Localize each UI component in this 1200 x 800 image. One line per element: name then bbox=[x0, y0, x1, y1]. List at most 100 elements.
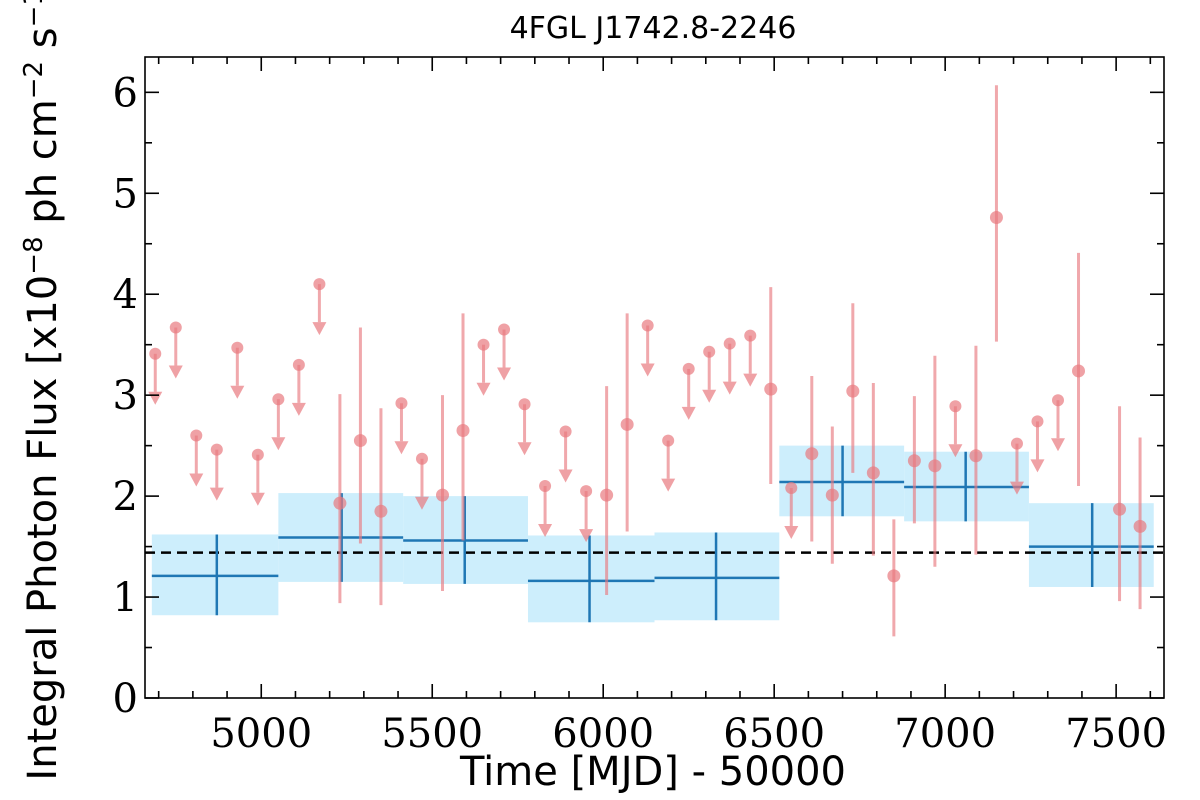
upper-limit-arrowhead bbox=[312, 322, 327, 336]
upper-limit-point bbox=[231, 341, 244, 354]
y-tick-label: 4 bbox=[113, 272, 138, 318]
upper-limit-point bbox=[395, 397, 408, 410]
upper-limit-point bbox=[477, 338, 490, 351]
upper-limit-arrowhead bbox=[189, 473, 204, 487]
y-tick-label: 0 bbox=[113, 676, 138, 722]
detection-point bbox=[1113, 502, 1127, 516]
detection-point bbox=[1072, 364, 1086, 378]
y-axis-title-part: ph cm bbox=[20, 99, 66, 236]
detection-point bbox=[887, 569, 901, 583]
upper-limit-point bbox=[949, 400, 962, 413]
y-tick-label: 2 bbox=[113, 474, 138, 520]
upper-limit-arrowhead bbox=[250, 492, 265, 506]
detection-point bbox=[1133, 519, 1147, 533]
detection-point bbox=[353, 434, 367, 448]
y-tick-label: 3 bbox=[113, 373, 138, 419]
upper-limit-point bbox=[518, 398, 531, 411]
upper-limit-point bbox=[539, 480, 552, 493]
upper-limit-point bbox=[149, 347, 162, 360]
detection-point bbox=[764, 382, 778, 396]
upper-limit-point bbox=[251, 448, 264, 461]
upper-limit-point bbox=[682, 362, 695, 375]
upper-limit-point bbox=[785, 482, 798, 495]
y-tick-label: 1 bbox=[113, 575, 138, 621]
upper-limit-arrowhead bbox=[1030, 459, 1045, 473]
upper-limit-point bbox=[641, 319, 654, 332]
detection-point bbox=[846, 384, 860, 398]
upper-limit-arrowhead bbox=[538, 524, 553, 538]
upper-limit-arrowhead bbox=[579, 529, 594, 543]
upper-limit-point bbox=[415, 452, 428, 465]
x-axis-title: Time [MJD] - 50000 bbox=[459, 749, 846, 795]
upper-limit-arrowhead bbox=[702, 389, 717, 403]
x-tick-label: 5500 bbox=[381, 711, 483, 757]
upper-limit-point bbox=[1031, 415, 1044, 428]
upper-limit-arrowhead bbox=[743, 373, 758, 387]
upper-limit-arrowhead bbox=[681, 406, 696, 420]
axes: 5000 5500 6000 6500 7000 7500 0 1 2 3 4 5 6 bbox=[113, 57, 1167, 757]
y-axis-title-exponent: −2 bbox=[19, 61, 49, 99]
chart-title: 4FGL J1742.8-2246 bbox=[510, 11, 797, 46]
x-tick-label: 7500 bbox=[1065, 711, 1167, 757]
upper-limit-point bbox=[272, 393, 285, 406]
upper-limit-arrowhead bbox=[517, 442, 532, 456]
detection-point bbox=[805, 447, 819, 461]
detection-point bbox=[866, 466, 880, 480]
upper-limit-arrowhead bbox=[476, 382, 491, 396]
upper-limit-arrowhead bbox=[640, 363, 655, 377]
upper-limit-point bbox=[210, 443, 223, 456]
detection-point bbox=[825, 488, 839, 502]
upper-limit-arrowhead bbox=[497, 367, 512, 381]
upper-limit-point bbox=[559, 425, 572, 438]
upper-limit-arrowhead bbox=[271, 437, 286, 451]
upper-limit-point bbox=[190, 429, 203, 442]
upper-limit-arrowhead bbox=[1050, 438, 1065, 452]
upper-limit-point bbox=[498, 323, 511, 336]
upper-limit-arrowhead bbox=[558, 469, 573, 483]
upper-limit-arrowhead bbox=[414, 496, 429, 510]
upper-limit-point bbox=[1051, 394, 1064, 407]
detection-point bbox=[620, 417, 634, 431]
upper-limit-arrowhead bbox=[291, 402, 306, 416]
plot-area bbox=[145, 85, 1164, 637]
upper-limit-point bbox=[169, 321, 182, 334]
y-axis-title-part: s bbox=[20, 27, 66, 61]
y-axis-title-part: Integral Photon Flux [x10 bbox=[20, 275, 66, 781]
detection-point bbox=[456, 423, 470, 437]
y-axis-title-exponent: −8 bbox=[19, 236, 49, 274]
upper-limit-point bbox=[723, 337, 736, 350]
upper-limit-point bbox=[1010, 437, 1023, 450]
detection-point bbox=[928, 459, 942, 473]
upper-limit-arrowhead bbox=[784, 526, 799, 540]
upper-limit-arrowhead bbox=[209, 487, 224, 501]
upper-limit-arrowhead bbox=[168, 365, 183, 379]
x-tick-label: 6500 bbox=[723, 711, 825, 757]
y-axis-title: Integral Photon Flux [x10−8 ph cm−2 s−1] bbox=[19, 0, 66, 781]
y-axis-title-exponent: −1 bbox=[19, 0, 49, 27]
detection-point bbox=[435, 488, 449, 502]
plot-frame bbox=[144, 56, 1165, 699]
upper-limit-point bbox=[313, 278, 326, 291]
y-tick-label: 6 bbox=[113, 70, 138, 116]
upper-limit-point bbox=[580, 485, 593, 498]
upper-limit-arrowhead bbox=[394, 441, 409, 455]
detection-point bbox=[907, 454, 921, 468]
upper-limit-point bbox=[703, 345, 716, 358]
x-tick-label: 7000 bbox=[894, 711, 996, 757]
detection-point bbox=[600, 488, 614, 502]
upper-limit-arrowhead bbox=[230, 385, 245, 399]
y-tick-label: 5 bbox=[113, 171, 138, 217]
detection-point bbox=[333, 496, 347, 510]
upper-limit-point bbox=[662, 434, 675, 447]
detection-point bbox=[374, 504, 388, 518]
x-tick-label: 5000 bbox=[210, 711, 312, 757]
upper-limit-arrowhead bbox=[1009, 481, 1024, 495]
upper-limit-arrowhead bbox=[661, 478, 676, 492]
upper-limit-arrowhead bbox=[722, 381, 737, 395]
x-tick-label: 6000 bbox=[552, 711, 654, 757]
detection-point bbox=[989, 211, 1003, 225]
upper-limit-arrowhead bbox=[948, 444, 963, 458]
detection-point bbox=[969, 449, 983, 463]
upper-limit-point bbox=[744, 329, 757, 342]
